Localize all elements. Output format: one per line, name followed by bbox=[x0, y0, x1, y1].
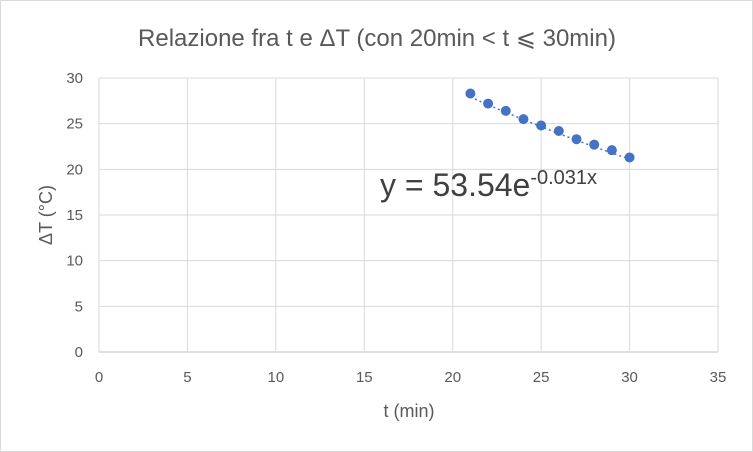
x-tick-label: 30 bbox=[621, 369, 638, 386]
x-tick-labels: 0 5 10 15 20 25 30 35 bbox=[95, 369, 727, 386]
data-point bbox=[606, 145, 617, 156]
y-tick-label: 0 bbox=[75, 344, 83, 361]
data-point bbox=[553, 125, 564, 136]
equation-exponent: -0.031x bbox=[530, 167, 597, 189]
data-point bbox=[483, 98, 494, 109]
data-point bbox=[571, 134, 582, 145]
x-axis-label: t (min) bbox=[384, 401, 435, 421]
data-point bbox=[624, 152, 635, 163]
data-point bbox=[518, 114, 529, 125]
y-axis-label: ΔT (°C) bbox=[36, 185, 56, 245]
x-tick-label: 35 bbox=[710, 369, 727, 386]
trendline-equation: y = 53.54e-0.031x bbox=[380, 167, 597, 203]
gridlines bbox=[98, 77, 719, 353]
y-tick-label: 30 bbox=[66, 70, 83, 87]
equation-base: y = 53.54e bbox=[380, 167, 530, 203]
y-tick-label: 5 bbox=[75, 298, 83, 315]
data-point bbox=[465, 88, 476, 99]
y-tick-label: 25 bbox=[66, 116, 83, 133]
x-tick-label: 10 bbox=[268, 369, 285, 386]
trendline-group bbox=[470, 96, 630, 160]
x-tick-label: 25 bbox=[533, 369, 550, 386]
trendline bbox=[470, 96, 630, 160]
y-tick-label: 15 bbox=[66, 207, 83, 224]
chart-title: Relazione fra t e ΔT (con 20min < t ⩽ 30… bbox=[138, 25, 616, 52]
y-tick-label: 20 bbox=[66, 161, 83, 178]
data-point bbox=[589, 139, 600, 150]
x-tick-label: 5 bbox=[183, 369, 191, 386]
data-point bbox=[536, 120, 547, 131]
data-points bbox=[465, 88, 635, 163]
x-tick-label: 20 bbox=[444, 369, 461, 386]
y-tick-labels: 0 5 10 15 20 25 30 bbox=[66, 70, 83, 361]
y-tick-label: 10 bbox=[66, 253, 83, 270]
data-point bbox=[500, 105, 511, 116]
x-tick-label: 0 bbox=[95, 369, 103, 386]
x-tick-label: 15 bbox=[356, 369, 373, 386]
